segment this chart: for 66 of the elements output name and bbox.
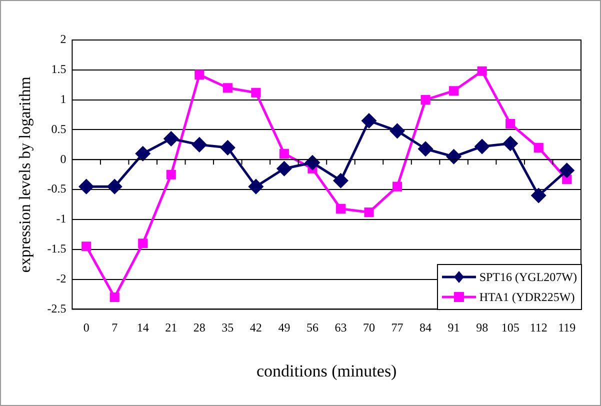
legend-label: HTA1 (YDR225W)	[479, 289, 575, 306]
x-tick-label: 105	[501, 320, 520, 335]
point	[503, 136, 518, 151]
x-tick-label: 14	[136, 320, 149, 335]
point	[449, 86, 459, 96]
point	[192, 137, 207, 152]
y-tick-label: -0.5	[47, 182, 66, 196]
x-tick-label: 77	[391, 320, 404, 335]
point	[82, 242, 92, 252]
point	[420, 95, 430, 105]
point	[279, 148, 289, 158]
x-tick-label: 49	[278, 320, 290, 335]
x-axis-title: conditions (minutes)	[256, 361, 397, 380]
point	[474, 139, 490, 154]
point	[251, 88, 261, 98]
point	[531, 188, 546, 203]
y-tick-label: 0.5	[51, 122, 66, 136]
point	[336, 204, 346, 214]
point	[534, 142, 544, 152]
point	[305, 155, 320, 170]
point	[138, 238, 148, 248]
x-tick-label: 98	[476, 320, 488, 335]
point	[333, 173, 348, 188]
x-tick-label: 35	[222, 320, 234, 335]
point	[194, 70, 204, 80]
y-tick-label: -2.5	[47, 301, 66, 316]
point	[136, 146, 150, 161]
y-tick-label: 2	[60, 32, 66, 46]
y-tick-label: 1	[60, 92, 66, 106]
point	[446, 149, 462, 164]
x-tick-label: 119	[558, 320, 576, 335]
y-tick-label: 0	[60, 152, 66, 166]
y-tick-label: -1	[56, 212, 66, 226]
point	[276, 161, 292, 176]
point	[477, 66, 487, 76]
legend-label: SPT16 (YGL207W)	[479, 269, 577, 286]
x-tick-label: 7	[112, 320, 118, 335]
x-tick-label: 56	[306, 320, 318, 335]
point	[418, 142, 433, 156]
point	[220, 140, 235, 155]
y-tick-label: 1.5	[51, 62, 66, 76]
y-axis-title: expression levels by logarithm	[16, 76, 34, 273]
x-tick-label: 42	[250, 320, 262, 335]
point	[560, 163, 574, 178]
point	[79, 179, 94, 194]
x-tick-label: 21	[165, 320, 178, 335]
x-tick-label: 63	[334, 320, 347, 335]
y-tick-label: -1.5	[47, 242, 66, 256]
point	[390, 124, 405, 138]
point	[364, 208, 374, 218]
y-tick-label: -2	[56, 271, 66, 286]
x-tick-label: 70	[363, 320, 375, 335]
x-tick-label: 0	[83, 320, 90, 335]
point	[166, 170, 176, 180]
point	[164, 131, 178, 146]
point	[107, 179, 122, 194]
point	[222, 83, 232, 93]
point	[506, 118, 516, 129]
point	[362, 114, 376, 128]
x-tick-label: 91	[448, 320, 460, 335]
point	[392, 182, 402, 192]
x-tick-label: 28	[193, 320, 206, 335]
x-tick-label: 84	[420, 320, 432, 335]
point	[248, 179, 264, 194]
point	[110, 292, 120, 302]
x-tick-label: 112	[530, 320, 548, 335]
